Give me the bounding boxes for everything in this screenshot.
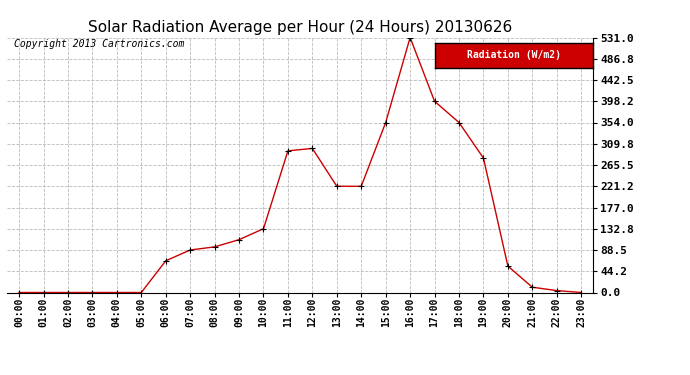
Title: Solar Radiation Average per Hour (24 Hours) 20130626: Solar Radiation Average per Hour (24 Hou…: [88, 20, 512, 35]
Text: Copyright 2013 Cartronics.com: Copyright 2013 Cartronics.com: [14, 39, 184, 50]
